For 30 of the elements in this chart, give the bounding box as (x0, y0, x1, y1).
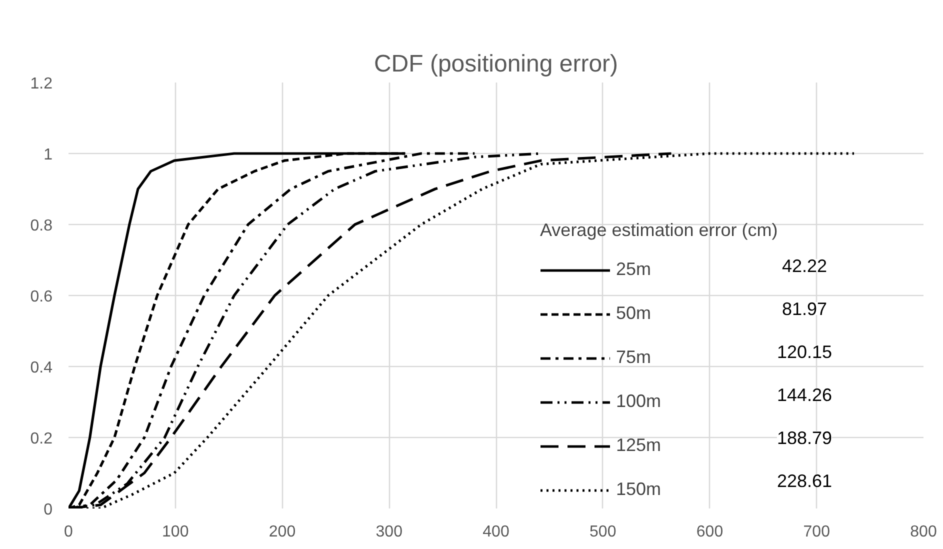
x-tick-label: 200 (268, 524, 296, 540)
x-tick-label: 100 (162, 524, 189, 540)
legend-label: 150m (616, 479, 662, 500)
y-tick-label: 0.4 (30, 360, 53, 376)
legend-label: 50m (616, 303, 652, 324)
annotation: 228.61 (776, 471, 832, 491)
legend-title: Average estimation error (cm) (540, 220, 778, 241)
legend-label: 75m (616, 347, 652, 368)
chart-title: CDF (positioning error) (374, 50, 618, 78)
annotation: 42.22 (782, 256, 828, 276)
y-tick-label: 1 (44, 146, 53, 164)
legend-label: 25m (616, 259, 652, 280)
x-tick-label: 0 (64, 524, 74, 540)
annotation: 188.79 (776, 428, 832, 448)
x-tick-label: 500 (590, 524, 616, 540)
x-tick-label: 400 (482, 524, 510, 540)
y-tick-label: 0 (44, 502, 53, 518)
legend-label: 125m (616, 435, 662, 456)
x-tick-label: 300 (376, 524, 403, 540)
y-tick-label: 1.2 (30, 76, 53, 92)
legend-label: 100m (616, 391, 662, 412)
annotation: 144.26 (776, 385, 832, 405)
annotation: 120.15 (776, 342, 832, 362)
y-tick-label: 0.8 (30, 218, 53, 234)
y-tick-label: 0.2 (30, 430, 53, 448)
y-tick-label: 0.6 (30, 288, 53, 306)
x-tick-label: 800 (910, 524, 937, 540)
annotation: 81.97 (782, 299, 828, 319)
x-tick-label: 600 (696, 524, 724, 540)
x-tick-label: 700 (803, 524, 830, 540)
